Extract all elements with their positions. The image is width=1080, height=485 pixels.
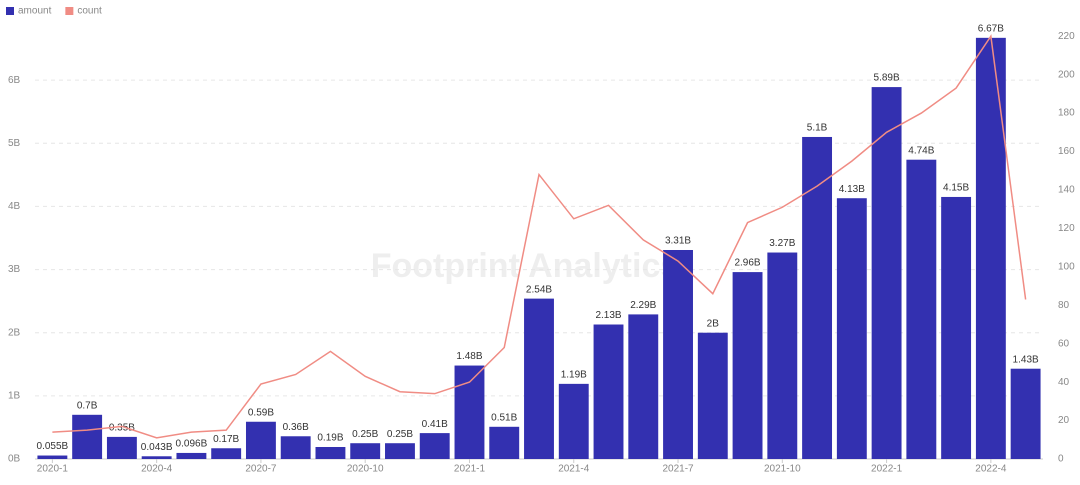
value-label: 0.096B: [176, 439, 208, 450]
value-label: 0.36B: [283, 422, 309, 433]
value-label: 0.043B: [141, 442, 173, 453]
y2-tick-label: 60: [1058, 338, 1070, 349]
bar: [37, 455, 68, 459]
value-label: 2.13B: [595, 310, 621, 321]
bar: [385, 443, 415, 459]
y2-tick-label: 180: [1058, 108, 1075, 119]
value-label: 0.35B: [109, 423, 135, 434]
bar: [454, 365, 485, 459]
bar: [176, 452, 207, 459]
value-label: 1.48B: [456, 351, 482, 362]
y2-tick-label: 120: [1058, 223, 1075, 234]
value-label: 2B: [707, 318, 720, 329]
value-label: 3.31B: [665, 236, 691, 247]
y2-tick-label: 200: [1058, 69, 1075, 80]
bar: [593, 324, 624, 459]
bar: [315, 447, 346, 459]
value-label: 1.19B: [561, 370, 587, 381]
bar: [489, 426, 520, 459]
bar: [245, 421, 276, 459]
value-label: 5.1B: [807, 123, 828, 134]
bar: [663, 249, 693, 459]
y-tick-label: 3B: [8, 264, 21, 275]
bar: [941, 196, 972, 459]
bar: [72, 414, 103, 459]
bar: [211, 448, 242, 459]
bar: [280, 436, 311, 459]
y2-tick-label: 220: [1058, 31, 1075, 42]
y2-tick-label: 20: [1058, 415, 1070, 426]
value-label: 0.59B: [248, 407, 274, 418]
bar: [802, 136, 833, 459]
x-tick-label: 2020-10: [347, 464, 384, 475]
value-label: 0.51B: [491, 412, 517, 423]
y-tick-label: 2B: [8, 327, 21, 338]
x-tick-label: 2022-4: [975, 464, 1007, 475]
value-label: 6.67B: [978, 23, 1004, 34]
y2-tick-label: 40: [1058, 377, 1070, 388]
bar: [419, 433, 450, 459]
bar: [906, 159, 937, 459]
count-line: [52, 34, 1027, 439]
legend-label: count: [77, 6, 102, 17]
legend-label: amount: [18, 6, 52, 17]
value-label: 0.41B: [422, 419, 448, 430]
bar: [1010, 368, 1041, 459]
y-tick-label: 4B: [8, 201, 21, 212]
bar: [767, 252, 798, 459]
bar: [732, 272, 763, 459]
value-label: 1.43B: [1013, 354, 1039, 365]
value-label: 0.25B: [387, 429, 413, 440]
x-tick-label: 2020-1: [37, 464, 69, 475]
y-tick-label: 1B: [8, 390, 21, 401]
x-tick-label: 2020-4: [141, 464, 173, 475]
x-tick-label: 2021-4: [558, 464, 590, 475]
x-tick-label: 2021-1: [454, 464, 486, 475]
y2-tick-label: 160: [1058, 146, 1075, 157]
value-label: 2.96B: [734, 258, 760, 269]
x-tick-label: 2022-1: [871, 464, 903, 475]
legend-swatch: [65, 7, 74, 15]
bar: [524, 298, 554, 459]
value-label: 0.17B: [213, 434, 239, 445]
bar: [558, 383, 589, 459]
bar: [628, 314, 659, 459]
y-tick-label: 6B: [8, 75, 21, 86]
value-label: 0.19B: [317, 433, 343, 444]
value-label: 0.7B: [77, 400, 98, 411]
watermark: Footprint Analytics: [371, 247, 680, 285]
y-tick-label: 5B: [8, 138, 21, 149]
x-tick-label: 2020-7: [245, 464, 277, 475]
bar: [106, 436, 137, 459]
bar: [141, 456, 172, 459]
legend-swatch: [6, 7, 14, 15]
value-label: 3.27B: [769, 238, 795, 249]
value-label: 0.055B: [37, 441, 69, 452]
bar: [697, 332, 728, 459]
bar: [836, 198, 867, 459]
value-label: 0.25B: [352, 429, 378, 440]
y2-tick-label: 80: [1058, 300, 1070, 311]
value-label: 4.74B: [908, 145, 934, 156]
x-tick-label: 2021-10: [764, 464, 801, 475]
value-label: 2.29B: [630, 300, 656, 311]
y-tick-label: 0B: [8, 454, 21, 465]
y2-tick-label: 100: [1058, 261, 1075, 272]
x-tick-label: 2021-7: [662, 464, 694, 475]
value-label: 5.89B: [874, 73, 900, 84]
value-label: 4.13B: [839, 184, 865, 195]
value-label: 2.54B: [526, 284, 552, 295]
y2-tick-label: 0: [1058, 454, 1064, 465]
y2-tick-label: 140: [1058, 185, 1075, 196]
bar: [871, 87, 902, 460]
bar: [975, 37, 1006, 459]
value-label: 4.15B: [943, 183, 969, 194]
bar: [350, 443, 381, 459]
